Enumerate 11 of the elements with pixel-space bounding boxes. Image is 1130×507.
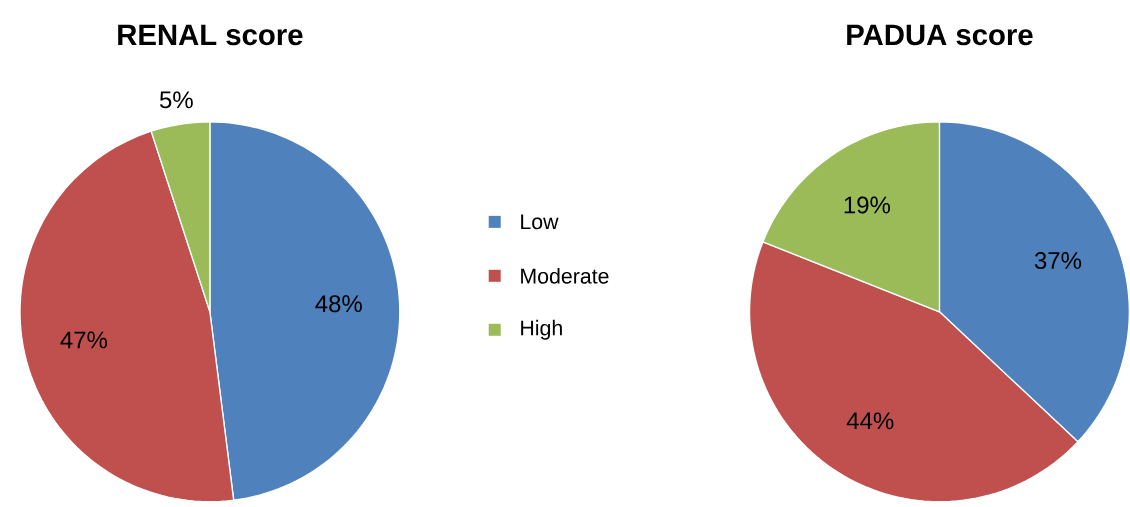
chart-title: RENAL score bbox=[118, 24, 303, 46]
legend-label: Low bbox=[521, 214, 559, 230]
legend-label: High bbox=[521, 320, 562, 340]
legend-label: Moderate bbox=[521, 268, 609, 284]
data-label: 5% bbox=[159, 91, 193, 109]
data-label: 37% bbox=[1034, 252, 1082, 270]
data-label: 47% bbox=[60, 331, 108, 349]
chart-title: PADUA score bbox=[847, 24, 1033, 46]
data-label: 44% bbox=[846, 412, 894, 430]
data-label: 19% bbox=[844, 196, 891, 214]
data-label: 48% bbox=[315, 295, 362, 313]
